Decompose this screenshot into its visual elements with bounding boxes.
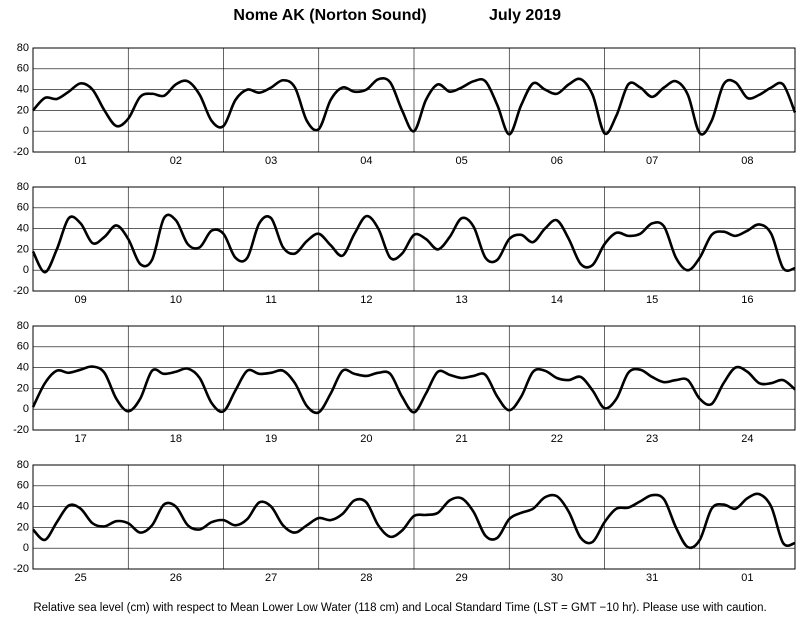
x-tick-label: 19 [265,433,277,445]
x-tick-label: 06 [551,155,563,167]
tide-line [32,492,796,550]
x-tick-label: 29 [456,572,468,584]
x-tick-label: 22 [551,433,563,445]
x-tick-label: 18 [170,433,182,445]
x-tick-label: 10 [170,294,182,306]
x-tick-label: 07 [646,155,658,167]
y-tick-label: 0 [23,125,29,137]
y-tick-label: 0 [23,542,29,554]
x-tick-label: 26 [170,572,182,584]
x-tick-label: 28 [360,572,372,584]
x-tick-label: 01 [741,572,753,584]
x-tick-label: 01 [75,155,87,167]
x-tick-label: 04 [360,155,372,167]
y-tick-label: 60 [17,202,29,214]
x-tick-label: 30 [551,572,563,584]
y-tick-label: 60 [17,341,29,353]
y-tick-label: 80 [17,181,29,193]
y-tick-label: 40 [17,223,29,235]
plot-frame [32,325,796,431]
x-tick-label: 08 [741,155,753,167]
x-tick-label: 17 [75,433,87,445]
x-tick-label: 12 [360,294,372,306]
x-tick-label: 24 [741,433,753,445]
chart-title: Nome AK (Norton Sound) [233,7,426,24]
plot-frame [32,47,796,153]
x-tick-label: 05 [456,155,468,167]
y-tick-label: 60 [17,480,29,492]
x-tick-label: 21 [456,433,468,445]
y-tick-label: 80 [17,42,29,54]
x-tick-label: 13 [456,294,468,306]
y-tick-label: -20 [13,146,29,158]
x-tick-label: 16 [741,294,753,306]
x-tick-label: 03 [265,155,277,167]
x-tick-label: 25 [75,572,87,584]
plot-frame [32,186,796,292]
tide-line [31,213,796,274]
y-tick-label: 80 [17,459,29,471]
y-tick-label: -20 [13,563,29,575]
y-tick-label: 40 [17,84,29,96]
x-tick-label: 31 [646,572,658,584]
tide-line [32,76,797,136]
x-tick-label: 20 [360,433,372,445]
x-tick-label: 23 [646,433,658,445]
chart-date: July 2019 [489,7,561,24]
x-tick-label: 14 [551,294,563,306]
y-tick-label: 40 [17,362,29,374]
x-tick-label: 27 [265,572,277,584]
y-tick-label: -20 [13,424,29,436]
x-tick-label: 11 [265,294,276,306]
y-tick-label: -20 [13,285,29,297]
y-tick-label: 60 [17,63,29,75]
y-tick-label: 0 [23,403,29,415]
y-tick-label: 20 [17,104,29,116]
x-tick-label: 09 [75,294,87,306]
x-tick-label: 15 [646,294,658,306]
y-tick-label: 0 [23,264,29,276]
y-tick-label: 40 [17,501,29,513]
y-tick-label: 80 [17,320,29,332]
tide-line [31,365,796,415]
footnote: Relative sea level (cm) with respect to … [33,602,766,614]
x-tick-label: 02 [170,155,182,167]
y-tick-label: 20 [17,243,29,255]
y-tick-label: 20 [17,521,29,533]
y-tick-label: 20 [17,382,29,394]
plot-frame [32,464,796,570]
